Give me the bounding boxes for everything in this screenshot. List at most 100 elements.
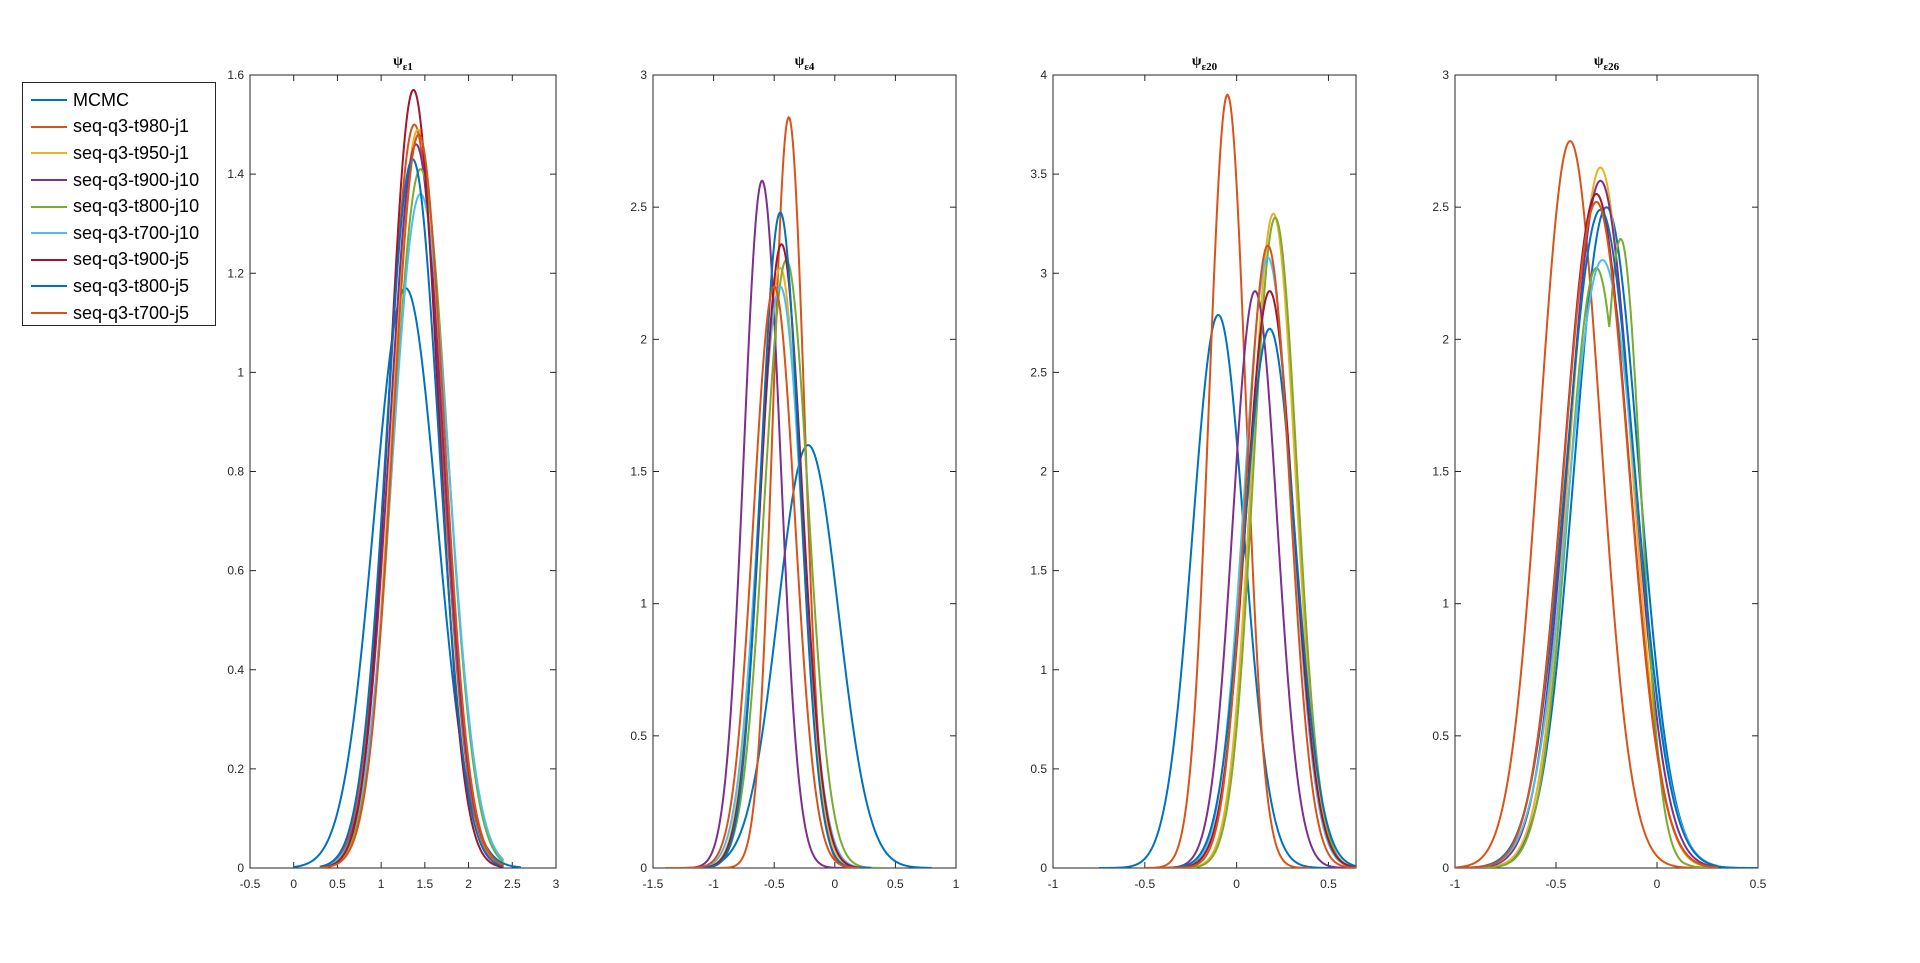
x-tick-label: 0 <box>1654 877 1661 891</box>
x-tick-label: 0.5 <box>887 877 904 891</box>
legend-label: seq-q3-t900-j10 <box>73 169 200 190</box>
y-tick-label: 3 <box>640 68 647 82</box>
title-subscript: ε26 <box>1603 61 1619 73</box>
legend-swatch <box>31 232 67 235</box>
y-tick-label: 1 <box>640 597 647 611</box>
legend-item: seq-q3-t900-j10 <box>23 167 215 194</box>
x-tick-label: 2 <box>465 877 472 891</box>
y-tick-label: 3 <box>1442 68 1449 82</box>
density-curve <box>689 243 872 868</box>
y-tick-label: 1.5 <box>1030 564 1047 578</box>
y-tick-label: 3.5 <box>1030 167 1047 181</box>
y-tick-label: 4 <box>1040 68 1047 82</box>
density-curve <box>689 444 932 868</box>
panel-title: ψε20 <box>1192 54 1218 73</box>
x-tick-label: 3 <box>553 877 560 891</box>
panel-title: ψε26 <box>1594 54 1620 73</box>
legend-swatch <box>31 152 67 155</box>
density-curve <box>319 168 505 868</box>
x-tick-label: -1 <box>1048 877 1059 891</box>
title-symbol: ψ <box>1192 54 1202 69</box>
y-tick-label: 0.5 <box>630 729 647 743</box>
legend-item: seq-q3-t900-j5 <box>23 247 215 274</box>
legend-label: seq-q3-t900-j5 <box>73 249 190 270</box>
x-tick-label: 0 <box>290 877 297 891</box>
title-symbol: ψ <box>1594 54 1604 69</box>
density-curve <box>319 133 504 868</box>
y-tick-label: 1 <box>1040 663 1047 677</box>
density-curve <box>677 179 847 868</box>
axes-box <box>652 74 957 869</box>
y-tick-label: 1.5 <box>630 465 647 479</box>
legend-swatch <box>31 125 67 128</box>
density-curve <box>1455 179 1718 868</box>
density-curve <box>1154 244 1356 868</box>
y-tick-label: 3 <box>1040 266 1047 280</box>
legend-label: seq-q3-t700-j5 <box>73 302 190 323</box>
y-tick-label: 0.6 <box>227 564 244 578</box>
axes-box <box>1052 74 1357 869</box>
legend-swatch <box>31 312 67 315</box>
density-curve <box>1455 237 1718 868</box>
title-subscript: ε20 <box>1201 61 1217 73</box>
legend-label: MCMC <box>73 89 129 110</box>
x-tick-label: -1 <box>1450 877 1461 891</box>
legend-label: seq-q3-t800-j10 <box>73 196 200 217</box>
x-tick-label: -1.5 <box>643 877 664 891</box>
y-tick-label: 1.6 <box>227 68 244 82</box>
y-tick-label: 0 <box>237 861 244 875</box>
density-curve <box>1163 289 1347 868</box>
legend-swatch <box>31 179 67 182</box>
panel-title: ψε4 <box>795 54 815 73</box>
density-panel: -1 -0.5 0 0.5 0 0.5 1 1.5 2 2.5 3 3.5 4 ψε20 <box>1030 54 1357 891</box>
y-tick-label: 2 <box>1442 332 1449 346</box>
x-tick-label: -0.5 <box>764 877 785 891</box>
legend: MCMC seq-q3-t980-j1 seq-q3-t950-j1 seq-q3-t… <box>22 82 216 326</box>
legend-swatch <box>31 99 67 102</box>
y-tick-label: 2.5 <box>630 200 647 214</box>
y-tick-label: 0.8 <box>227 465 244 479</box>
x-tick-label: 0 <box>1233 877 1240 891</box>
density-curve <box>1455 208 1718 868</box>
x-tick-label: 2.5 <box>504 877 521 891</box>
x-tick-label: 1 <box>378 877 385 891</box>
x-tick-label: 0.5 <box>1320 877 1337 891</box>
x-tick-label: -0.5 <box>240 877 261 891</box>
density-curve <box>1455 200 1718 868</box>
y-tick-label: 1 <box>237 365 244 379</box>
x-tick-label: -0.5 <box>1546 877 1567 891</box>
title-subscript: ε1 <box>403 61 413 73</box>
legend-label: seq-q3-t950-j1 <box>73 142 190 163</box>
legend-item: seq-q3-t800-j5 <box>23 273 215 300</box>
legend-item: seq-q3-t980-j1 <box>23 114 215 141</box>
y-tick-label: 1.4 <box>227 167 244 181</box>
y-tick-label: 2 <box>640 332 647 346</box>
density-curve <box>689 211 872 868</box>
x-tick-label: 0.5 <box>329 877 346 891</box>
title-symbol: ψ <box>393 54 403 69</box>
y-tick-label: 1.2 <box>227 266 244 280</box>
density-curve <box>319 88 504 868</box>
legend-item: MCMC <box>23 87 215 114</box>
x-tick-label: -1 <box>708 877 719 891</box>
x-tick-label: 0.5 <box>1750 877 1767 891</box>
x-tick-label: -0.5 <box>1134 877 1155 891</box>
x-tick-label: 1.5 <box>417 877 434 891</box>
y-tick-label: 0.2 <box>227 762 244 776</box>
legend-item: seq-q3-t950-j1 <box>23 140 215 167</box>
legend-item: seq-q3-t700-j10 <box>23 220 215 247</box>
density-panel: -0.5 0 0.5 1 1.5 2 2.5 3 0 0.2 0.4 0.6 0.8 1 1.2 1.4 1.6… <box>227 54 559 891</box>
y-tick-label: 0.5 <box>1030 762 1047 776</box>
legend-swatch <box>31 285 67 288</box>
legend-swatch <box>31 258 67 261</box>
legend-swatch <box>31 205 67 208</box>
y-tick-label: 0.5 <box>1432 729 1449 743</box>
density-curve <box>1098 313 1356 868</box>
x-tick-label: 0 <box>831 877 838 891</box>
density-curve <box>1144 93 1311 868</box>
y-tick-label: 2.5 <box>1030 365 1047 379</box>
x-tick-label: 1 <box>953 877 960 891</box>
legend-item: seq-q3-t800-j10 <box>23 193 215 220</box>
y-tick-label: 1.5 <box>1432 465 1449 479</box>
